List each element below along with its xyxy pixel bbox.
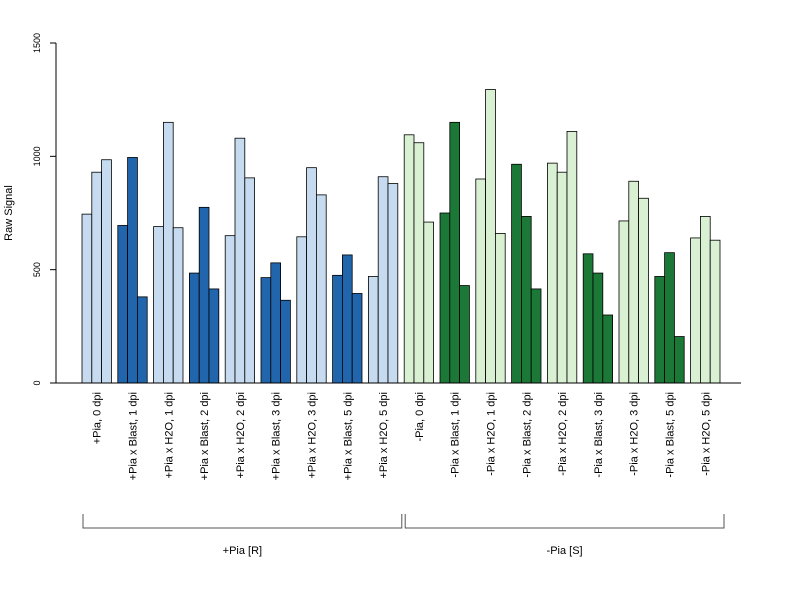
bar-16-1 (618, 220, 630, 384)
bar-1-1 (81, 213, 93, 384)
category-label: +Pia x Blast, 5 dpi (342, 392, 354, 480)
bar-9-3 (387, 183, 399, 384)
y-axis-title: Raw Signal (3, 185, 15, 241)
bar-18-2 (700, 215, 711, 384)
bar-4-3 (208, 288, 220, 384)
bar-2-1 (117, 225, 129, 384)
category-label: -Pia x Blast, 3 dpi (593, 392, 605, 478)
bar-4-1 (188, 272, 200, 384)
bar-1-3 (101, 159, 112, 384)
bar-16-3 (638, 197, 649, 384)
bar-11-3 (459, 285, 470, 384)
bar-11-1 (439, 212, 451, 384)
bar-12-1 (475, 178, 486, 384)
category-label: +Pia, 0 dpi (92, 392, 104, 444)
bar-18-1 (690, 237, 701, 384)
bar-5-1 (224, 235, 236, 384)
bar-11-2 (449, 121, 460, 384)
bar-5-2 (234, 137, 246, 384)
bar-14-1 (547, 162, 558, 384)
bar-12-3 (494, 232, 506, 384)
bars-layer (81, 89, 721, 384)
axes (55, 43, 741, 384)
bar-10-3 (423, 221, 434, 384)
y-tick-label: 0 (32, 380, 42, 385)
bar-3-1 (153, 226, 164, 384)
bar-10-1 (403, 134, 415, 384)
bar-17-1 (654, 276, 665, 384)
bar-1-2 (91, 171, 103, 384)
category-label: +Pia x Blast, 2 dpi (199, 392, 211, 480)
bar-8-2 (341, 254, 353, 384)
bar-9-2 (377, 176, 389, 384)
bar-8-1 (332, 274, 343, 384)
bar-17-3 (674, 336, 685, 384)
y-tick-label: 1500 (32, 33, 42, 53)
bar-14-2 (556, 171, 568, 384)
bar-7-3 (315, 194, 327, 384)
bar-14-3 (566, 130, 578, 384)
bar-5-3 (244, 177, 256, 384)
bar-13-2 (521, 215, 532, 384)
bar-15-1 (582, 253, 594, 384)
bar-9-1 (367, 276, 379, 384)
bar-15-3 (602, 314, 613, 384)
group-brackets: +Pia [R] -Pia [S] (82, 514, 725, 557)
bar-7-2 (306, 167, 317, 384)
category-label: -Pia, 0 dpi (414, 392, 426, 442)
category-label: -Pia x Blast, 5 dpi (665, 392, 677, 478)
bar-6-1 (260, 277, 272, 384)
category-label: +Pia x H2O, 2 dpi (235, 392, 247, 479)
group-label: -Pia [S] (547, 545, 583, 557)
y-tick-label: 500 (32, 262, 42, 277)
bar-6-2 (270, 262, 281, 384)
category-labels: +Pia, 0 dpi +Pia x Blast, 1 dpi +Pia x H2O… (92, 392, 713, 480)
bar-12-2 (485, 89, 496, 384)
y-tick-label: 1000 (32, 146, 42, 166)
bar-10-2 (413, 142, 425, 384)
group-bracket (404, 514, 725, 529)
category-label: +Pia x Blast, 1 dpi (128, 392, 140, 480)
bar-3-3 (172, 227, 184, 384)
bar-4-2 (198, 206, 210, 384)
bar-18-3 (709, 239, 721, 384)
category-label: -Pia x Blast, 2 dpi (521, 392, 533, 478)
group-bracket (82, 514, 403, 529)
category-label: -Pia x Blast, 1 dpi (450, 392, 462, 478)
bar-3-2 (162, 121, 174, 384)
group-label: +Pia [R] (223, 545, 262, 557)
bar-6-3 (280, 299, 291, 384)
category-label: +Pia x H2O, 5 dpi (378, 392, 390, 479)
category-label: -Pia x H2O, 1 dpi (486, 392, 498, 476)
category-label: -Pia x H2O, 3 dpi (629, 392, 641, 476)
bar-8-3 (351, 293, 363, 384)
bar-16-2 (628, 180, 639, 384)
bar-2-2 (127, 157, 138, 384)
category-label: -Pia x H2O, 2 dpi (557, 392, 569, 476)
bar-13-3 (530, 288, 542, 384)
bar-13-1 (511, 163, 522, 384)
bar-7-1 (296, 236, 307, 384)
category-label: +Pia x H2O, 1 dpi (163, 392, 175, 479)
bar-2-3 (136, 296, 148, 384)
category-label: +Pia x H2O, 3 dpi (307, 392, 319, 479)
category-label: -Pia x H2O, 5 dpi (700, 392, 712, 476)
category-label: +Pia x Blast, 3 dpi (271, 392, 283, 480)
bar-15-2 (592, 272, 604, 384)
bar-17-2 (664, 252, 675, 384)
y-ticks: 0 500 1000 1500 (32, 33, 56, 386)
